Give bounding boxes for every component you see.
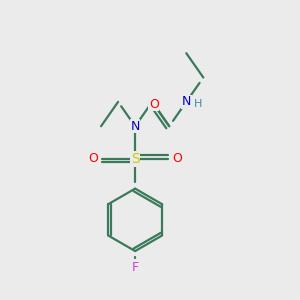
Text: F: F	[132, 261, 139, 274]
Text: H: H	[194, 99, 202, 109]
Text: N: N	[182, 95, 191, 108]
Text: N: N	[130, 120, 140, 133]
Text: O: O	[149, 98, 159, 111]
Text: O: O	[172, 152, 182, 165]
Text: S: S	[131, 152, 140, 166]
Text: O: O	[88, 152, 98, 165]
